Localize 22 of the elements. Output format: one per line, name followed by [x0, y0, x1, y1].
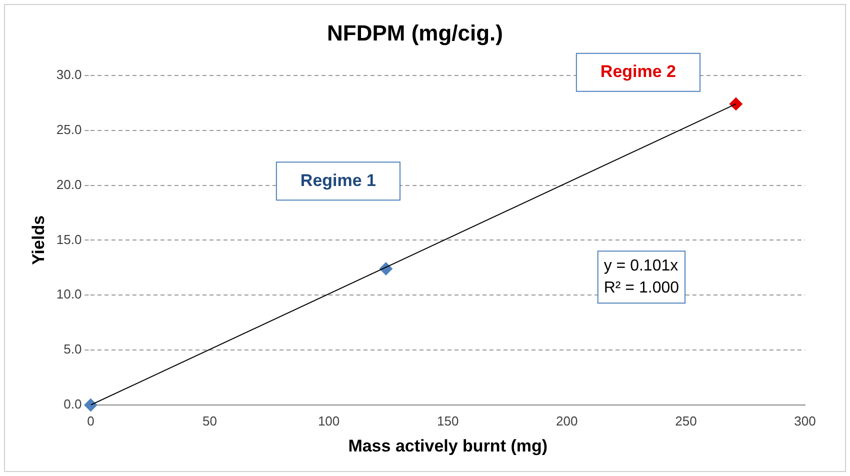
y-tick-label: 15.0	[56, 232, 82, 247]
x-tick-label: 250	[675, 413, 697, 428]
point	[729, 97, 742, 110]
y-tick-label: 10.0	[56, 286, 82, 302]
y-tick-label: 25.0	[56, 122, 82, 137]
x-tick-label: 150	[437, 413, 459, 428]
y-tick-label: 20.0	[56, 176, 82, 192]
x-tick-label: 300	[794, 413, 816, 428]
annotation: Regime 2	[600, 62, 676, 82]
x-tick-label: 0	[87, 413, 94, 428]
point	[84, 398, 98, 412]
y-tick-label: 0.0	[64, 396, 82, 412]
annotation: y = 0.101x R² = 1.000	[604, 258, 680, 297]
y-axis-title: Yields	[28, 215, 48, 265]
chart-title: NFDPM (mg/cig.)	[327, 20, 503, 46]
annotation: Regime 1	[300, 170, 376, 190]
x-axis-title: Mass actively burnt (mg)	[348, 436, 548, 456]
y-tick-label: 5.0	[64, 342, 82, 357]
x-tick-label: 50	[202, 413, 217, 428]
y-tick-label: 30.0	[56, 66, 82, 82]
x-tick-label: 100	[318, 413, 340, 428]
x-tick-label: 200	[556, 413, 578, 428]
